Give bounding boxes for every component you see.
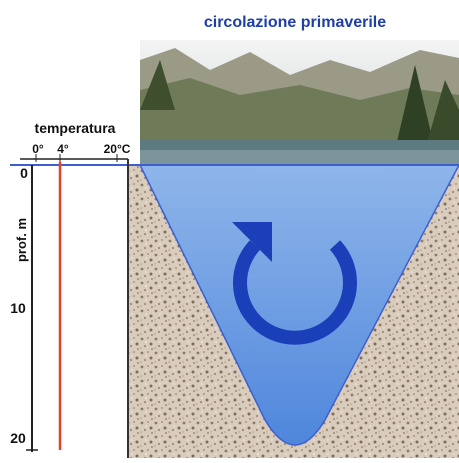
depth-label: prof. m (14, 218, 29, 262)
depth-tick: 10 (10, 300, 26, 316)
title: circolazione primaverile (204, 14, 386, 31)
temperature-tick: 20°C (104, 142, 131, 156)
temperature-label: temperatura (35, 120, 116, 136)
depth-tick: 20 (10, 430, 26, 446)
depth-tick: 0 (20, 165, 28, 181)
diagram: circolazione primaverile temperatura 0° … (0, 0, 459, 458)
temperature-tick: 0° (32, 142, 44, 156)
landscape (140, 40, 459, 165)
temperature-tick: 4° (57, 142, 69, 156)
